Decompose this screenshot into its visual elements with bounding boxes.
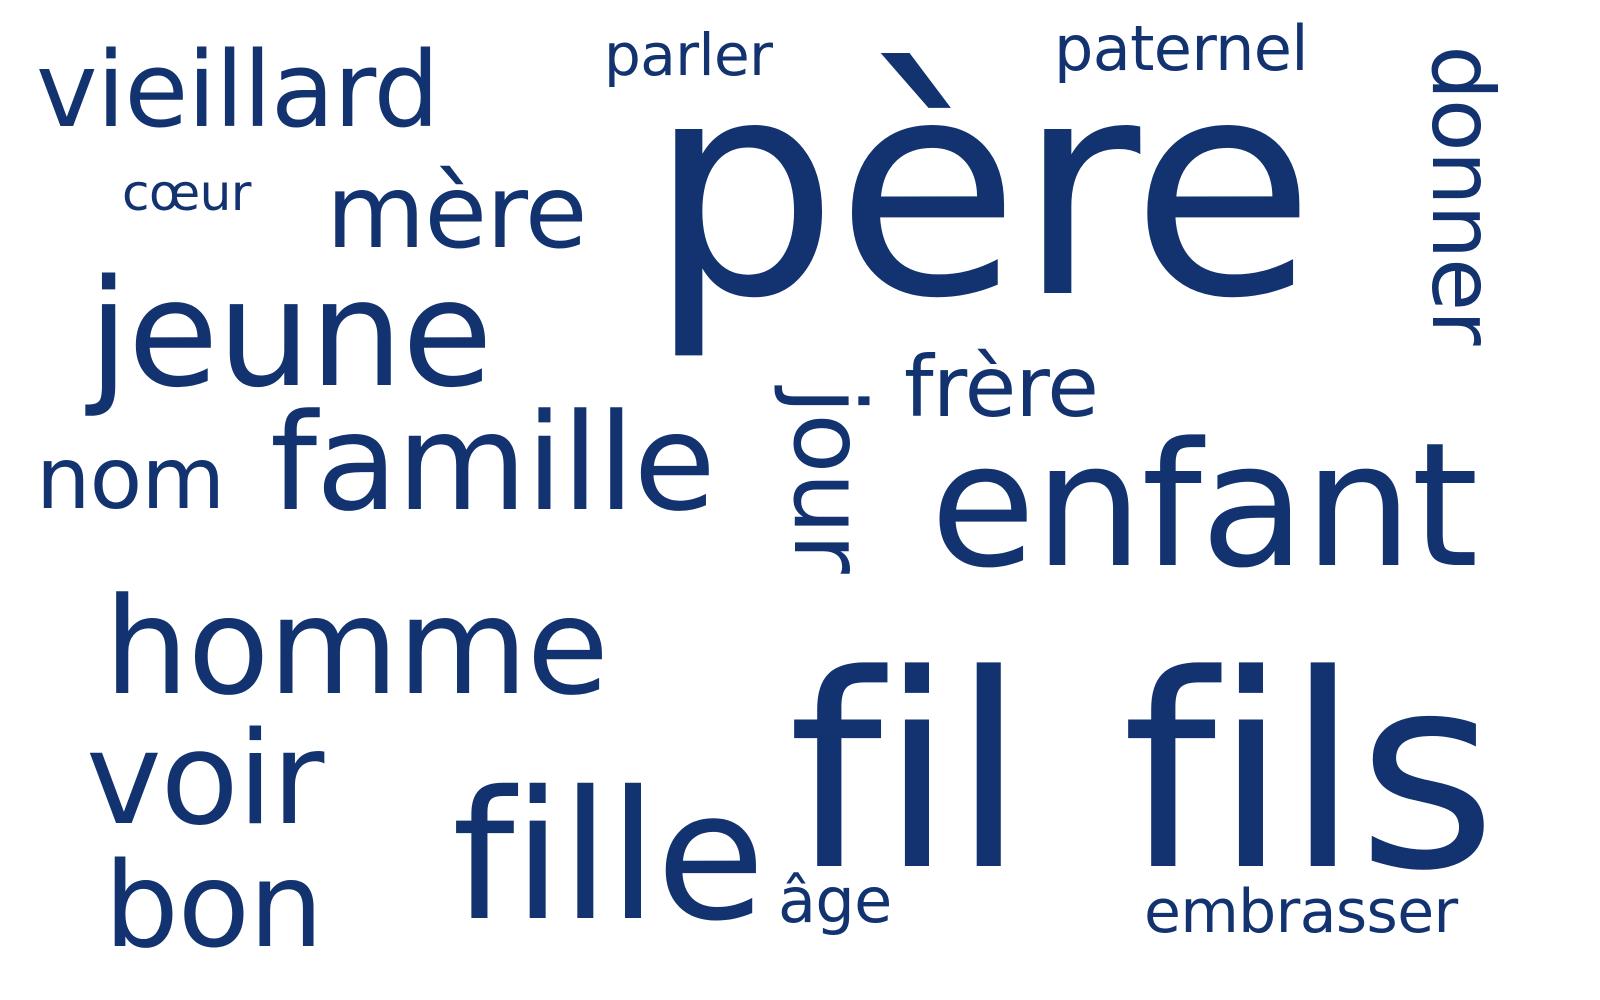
word-age: âge — [778, 864, 892, 937]
word-frere: frère — [904, 338, 1099, 436]
word-paternel: paternel — [1054, 12, 1309, 85]
word-mere: mère — [326, 153, 588, 272]
word-jeune: jeune — [88, 248, 493, 420]
word-vieillard: vieillard — [36, 29, 439, 151]
word-bon: bon — [104, 836, 324, 974]
word-fils: fils — [1122, 618, 1497, 930]
word-enfant: enfant — [930, 405, 1479, 606]
word-fil: fil — [788, 618, 1026, 930]
word-pere: père — [648, 15, 1315, 364]
word-embrasser: embrasser — [1144, 877, 1458, 947]
word-fille: fille — [452, 753, 765, 960]
word-homme: homme — [104, 569, 609, 725]
word-parler: parler — [604, 21, 773, 89]
word-coeur: cœur — [122, 164, 251, 222]
word-voir: voir — [86, 705, 324, 854]
word-nom: nom — [36, 429, 225, 529]
word-donner: donner — [1412, 45, 1512, 345]
word-famille: famille — [270, 385, 716, 541]
word-jour: jour — [771, 387, 885, 573]
